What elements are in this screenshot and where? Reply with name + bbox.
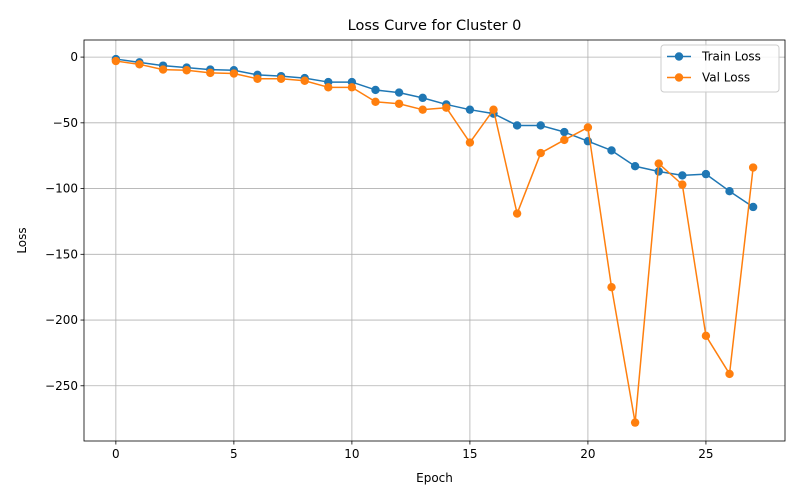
data-point	[725, 186, 734, 196]
plot-frame	[83, 39, 786, 442]
legend-label: Train Loss	[701, 50, 761, 64]
data-point	[182, 66, 191, 75]
y-tick-label: −250	[45, 379, 78, 393]
data-point	[630, 418, 640, 427]
data-point	[607, 146, 616, 155]
legend-swatch-marker	[674, 73, 684, 82]
data-point	[158, 65, 168, 74]
data-point	[536, 121, 545, 130]
data-point	[324, 83, 333, 92]
chart-title: Loss Curve for Cluster 0	[348, 18, 522, 34]
data-point	[394, 88, 404, 97]
data-point	[748, 163, 758, 172]
data-point	[394, 99, 404, 108]
y-tick-label: −200	[45, 313, 78, 327]
data-point	[512, 121, 522, 130]
data-point	[347, 83, 357, 92]
data-point	[654, 159, 663, 168]
x-tick-label: 25	[698, 447, 713, 461]
data-point	[111, 56, 121, 66]
data-point	[701, 331, 711, 341]
data-point	[512, 209, 522, 218]
y-tick-label: −50	[53, 116, 78, 130]
data-point	[371, 85, 380, 95]
series-line	[115, 58, 754, 208]
legend-swatch-marker	[674, 52, 684, 61]
data-point	[229, 69, 239, 78]
data-point	[465, 138, 475, 147]
data-point	[678, 171, 687, 180]
x-tick-label: 5	[230, 447, 238, 461]
data-point	[276, 74, 286, 83]
data-point	[206, 68, 215, 78]
data-point	[489, 105, 498, 114]
data-point	[678, 180, 687, 189]
x-tick-label: 10	[344, 447, 359, 461]
x-tick-label: 15	[462, 447, 477, 461]
data-point	[630, 162, 640, 171]
data-point	[253, 74, 262, 83]
data-point	[536, 148, 545, 158]
data-point	[560, 135, 569, 145]
data-point	[748, 202, 758, 212]
axis-ticks: 0 5 10 15 20 25 0 −50 −100 −150 −200 −250	[45, 50, 714, 461]
data-point	[418, 93, 427, 103]
data-point	[135, 60, 144, 69]
data-point	[607, 282, 616, 292]
x-axis-label: Epoch	[416, 471, 453, 485]
data-point	[371, 97, 380, 106]
y-axis-label: Loss	[15, 227, 29, 253]
legend-label: Val Loss	[702, 71, 750, 85]
y-tick-label: −100	[45, 182, 78, 196]
y-tick-label: 0	[70, 50, 78, 64]
data-point	[725, 369, 734, 379]
data-point	[465, 105, 475, 114]
series-line	[115, 60, 754, 424]
x-tick-label: 0	[112, 447, 120, 461]
series-layer	[111, 54, 758, 427]
data-point	[418, 105, 427, 114]
data-point	[560, 127, 569, 137]
data-point	[583, 123, 593, 132]
data-point	[701, 169, 711, 179]
x-tick-label: 20	[580, 447, 595, 461]
data-point	[300, 76, 309, 85]
plot-area	[84, 40, 785, 441]
series-1	[111, 56, 758, 427]
y-tick-label: −150	[45, 247, 78, 261]
data-point	[442, 103, 451, 112]
legend: Train Loss Val Loss	[660, 44, 780, 93]
